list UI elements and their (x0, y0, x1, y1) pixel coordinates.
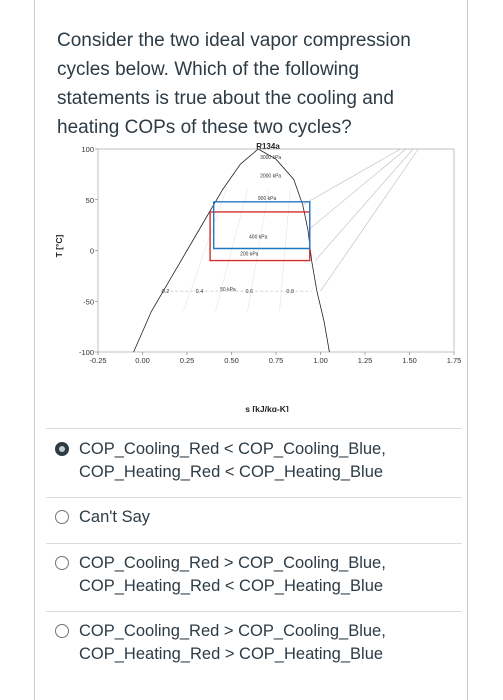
answer-option-1[interactable]: COP_Cooling_Red < COP_Cooling_Blue, COP_… (46, 428, 462, 497)
x-tick-label: 1.00 (313, 356, 328, 365)
answer-option-4-line2: COP_Heating_Red > COP_Heating_Blue (79, 645, 384, 663)
y-axis-label: T [°C] (54, 234, 64, 257)
x-tick-label: 0.75 (269, 356, 284, 365)
y-tick-label: 50 (86, 196, 94, 205)
y-tick-label: -100 (79, 348, 94, 357)
y-tick-label: -50 (83, 297, 94, 306)
isobar-label: 400 kPa (249, 234, 268, 240)
chart-title: R134a (256, 142, 280, 151)
isobar-label: 50 kPa (220, 287, 236, 293)
quality-label: 0.6 (245, 289, 253, 295)
x-tick-label: 0.50 (224, 356, 239, 365)
answer-option-4-line1: COP_Cooling_Red > COP_Cooling_Blue, (79, 622, 386, 640)
isobar-label: 900 kPa (258, 196, 277, 202)
isobar-label: 3000 kPa (260, 155, 281, 161)
question-card (34, 0, 468, 700)
radio-selected-icon[interactable] (55, 442, 69, 456)
answer-option-3-line1: COP_Cooling_Red > COP_Cooling_Blue, (79, 554, 386, 572)
isobar-line (320, 148, 419, 292)
answer-option-3-line2: COP_Heating_Red < COP_Heating_Blue (79, 577, 384, 595)
isobar-label: 200 kPa (240, 252, 259, 258)
blue-cycle-line (213, 201, 311, 250)
isobar-line (307, 148, 407, 231)
answer-option-2-line1: Can't Say (79, 508, 151, 526)
answer-option-1-line1: COP_Cooling_Red < COP_Cooling_Blue, (79, 440, 386, 458)
x-tick-label: 1.50 (402, 356, 417, 365)
red-cycle-line (209, 211, 311, 262)
answer-option-4[interactable]: COP_Cooling_Red > COP_Cooling_Blue, COP_… (46, 611, 462, 679)
x-tick-label: 0.00 (135, 356, 150, 365)
quality-line (183, 189, 227, 312)
radio-icon[interactable] (55, 624, 69, 638)
quality-label: 0.8 (286, 289, 294, 295)
y-tick-label: 0 (90, 247, 94, 256)
x-tick-label: -0.25 (89, 356, 106, 365)
answer-option-3[interactable]: COP_Cooling_Red > COP_Cooling_Blue, COP_… (46, 543, 462, 611)
answer-option-1-line2: COP_Heating_Red < COP_Heating_Blue (79, 463, 384, 481)
ts-diagram: R134a s [kJ/kg-K] T [°C] -0.25 0.00 0.25 0.… (54, 136, 466, 412)
saturation-dome-liquid (133, 148, 259, 353)
x-tick-label: 1.25 (358, 356, 373, 365)
quality-line (215, 189, 248, 312)
answer-list: COP_Cooling_Red < COP_Cooling_Blue, COP_… (46, 428, 462, 679)
isobar-line (314, 148, 414, 261)
x-tick-label: 0.25 (180, 356, 195, 365)
quality-label: 0.4 (196, 289, 204, 295)
radio-icon[interactable] (55, 510, 69, 524)
y-tick-label: 100 (81, 145, 94, 154)
quality-label: 0.2 (162, 289, 170, 295)
isobar-line (302, 148, 401, 206)
question-text: Consider the two ideal vapor compression… (57, 30, 411, 138)
answer-option-2[interactable]: Can't Say (46, 497, 462, 543)
radio-icon[interactable] (55, 556, 69, 570)
isobar-label: 2000 kPa (260, 173, 281, 179)
saturation-dome-vapor (258, 148, 330, 353)
x-tick-label: 1.75 (447, 356, 462, 365)
plot-frame (97, 148, 455, 353)
x-axis-label: s [kJ/kg-K] (245, 404, 289, 412)
